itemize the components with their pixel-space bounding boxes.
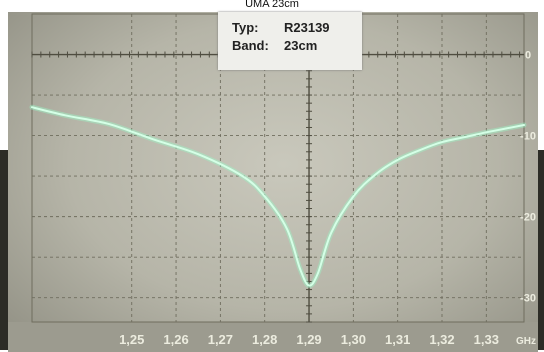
- x-tick-label: 1,29: [296, 332, 321, 347]
- trace-line: [31, 106, 525, 287]
- x-tick-label: 1,33: [474, 332, 499, 347]
- type-value: R23139: [284, 20, 330, 35]
- y-tick-label: -10: [520, 131, 536, 143]
- band-key: Band:: [232, 38, 269, 53]
- x-tick-label: 1,25: [119, 332, 144, 347]
- tick-labels: 1,25 1,26 1,27 1,28 1,29 1,30 1,31 1,32 1,33 GHz 0…: [119, 50, 536, 347]
- y-tick-label: -30: [520, 293, 536, 305]
- trace-layer: [29, 104, 527, 289]
- x-tick-label: 1,31: [385, 332, 410, 347]
- trace-glow: [29, 104, 527, 289]
- right-bezel: [538, 150, 544, 350]
- left-bezel: [0, 150, 8, 350]
- top-caption: UMA 23cm: [245, 0, 299, 10]
- x-tick-label: 1,32: [429, 332, 454, 347]
- x-tick-label: 1,27: [208, 332, 233, 347]
- type-line: Typ: R23139: [232, 20, 330, 35]
- band-value: 23cm: [284, 38, 318, 53]
- x-tick-label: 1,28: [252, 332, 277, 347]
- x-tick-label: 1,30: [341, 332, 366, 347]
- y-tick-label: -20: [520, 212, 536, 224]
- band-line: Band: 23cm: [232, 38, 317, 53]
- label-card: Typ: R23139 Band: 23cm: [218, 12, 362, 70]
- x-axis-label: GHz: [516, 336, 536, 347]
- type-key: Typ:: [232, 20, 259, 35]
- y-tick-label: 0: [525, 50, 531, 62]
- tick-label-strip: [8, 322, 538, 352]
- x-tick-label: 1,26: [163, 332, 188, 347]
